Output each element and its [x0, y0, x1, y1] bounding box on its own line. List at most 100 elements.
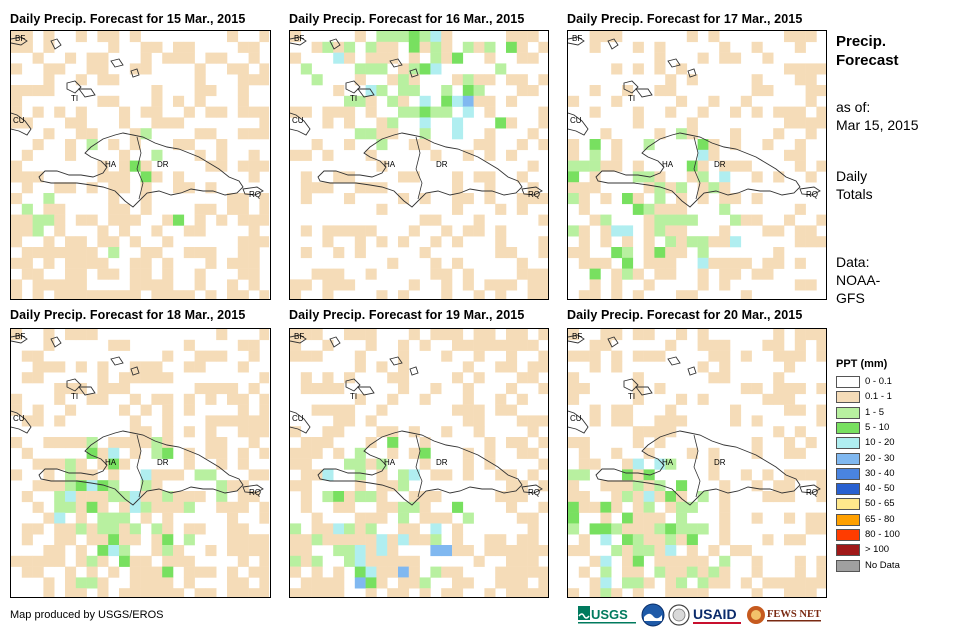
map-label-rq: RQ	[249, 190, 261, 199]
coastline	[317, 430, 523, 506]
precip-map: BF CU HA DR RQ TI	[290, 31, 548, 299]
panel-title-5: Daily Precip. Forecast for 19 Mar., 2015	[289, 308, 525, 322]
precip-map: BF CU HA DR RQ TI	[568, 329, 826, 597]
panel-title-1: Daily Precip. Forecast for 15 Mar., 2015	[10, 12, 246, 26]
coastline	[521, 186, 543, 196]
coastline	[110, 58, 124, 68]
coastline	[389, 356, 403, 366]
national-border	[693, 136, 701, 200]
map-label-dr: DR	[157, 160, 169, 169]
daily-label-1: Daily	[836, 168, 868, 184]
side-title-line2: Forecast	[836, 52, 899, 69]
legend-label: 0 - 0.1	[865, 376, 892, 387]
legend-swatch	[836, 483, 860, 496]
national-border	[415, 136, 423, 200]
asof-block: as of: Mar 15, 2015	[836, 98, 919, 134]
coastline	[242, 484, 264, 494]
map-label-rq: RQ	[528, 190, 540, 199]
map-label-dr: DR	[436, 458, 448, 467]
coastline	[130, 366, 140, 376]
legend-swatch	[836, 559, 860, 572]
coastline	[568, 334, 585, 344]
national-border	[136, 434, 144, 498]
coastline	[607, 336, 619, 348]
precip-map: BF CU HA DR RQ TI	[568, 31, 826, 299]
coastline	[317, 132, 523, 208]
coastline	[38, 430, 244, 506]
map-label-cu: CU	[13, 414, 25, 423]
coastline	[389, 58, 403, 68]
map-label-bf: BF	[294, 34, 304, 43]
legend-swatch	[836, 376, 860, 388]
map-label-rq: RQ	[528, 488, 540, 497]
map-label-cu: CU	[292, 116, 304, 125]
coastline	[357, 386, 375, 396]
coastline	[345, 378, 361, 392]
coastline	[607, 38, 619, 50]
coastline	[110, 356, 124, 366]
map-panel-1: BF CU HA DR RQ TI	[10, 30, 271, 300]
coastline	[799, 186, 821, 196]
coastline	[78, 386, 96, 396]
map-panel-6: BF CU HA DR RQ TI	[567, 328, 827, 598]
map-label-ha: HA	[384, 458, 396, 467]
coastline	[409, 366, 419, 376]
map-label-ha: HA	[105, 160, 117, 169]
map-panel-2: BF CU HA DR RQ TI	[289, 30, 549, 300]
legend-swatch	[836, 406, 860, 419]
legend-swatch	[836, 498, 860, 511]
coastline	[50, 336, 62, 348]
map-label-bf: BF	[294, 332, 304, 341]
daily-label-2: Totals	[836, 186, 873, 202]
usgs-logo: USGS	[578, 602, 638, 628]
national-border	[693, 434, 701, 498]
map-label-rq: RQ	[806, 488, 818, 497]
legend-swatch	[836, 513, 860, 526]
coastline	[635, 88, 653, 98]
legend-swatch	[836, 391, 860, 404]
map-label-dr: DR	[714, 160, 726, 169]
coastline	[78, 88, 96, 98]
legend-swatch	[836, 437, 860, 450]
panel-title-6: Daily Precip. Forecast for 20 Mar., 2015	[567, 308, 803, 322]
coastline	[521, 484, 543, 494]
map-label-rq: RQ	[249, 488, 261, 497]
map-label-ha: HA	[384, 160, 396, 169]
coastline	[409, 68, 419, 78]
data-label-1: Data:	[836, 254, 870, 270]
map-label-cu: CU	[292, 414, 304, 423]
coastline	[595, 430, 801, 506]
coastline	[357, 88, 375, 98]
coastline	[242, 186, 264, 196]
data-label-3: GFS	[836, 290, 865, 306]
coastline	[290, 410, 311, 434]
legend-label: 0.1 - 1	[865, 391, 892, 403]
precip-map: BF CU HA DR RQ TI	[11, 329, 269, 597]
map-label-ha: HA	[105, 458, 117, 467]
legend-label: 1 - 5	[865, 406, 885, 418]
fewsnet-logo-text: FEWS NET	[767, 609, 821, 620]
legend-label: 10 - 20	[865, 437, 895, 449]
usgs-logo-text: USGS	[591, 607, 628, 622]
asof-date: Mar 15, 2015	[836, 117, 919, 133]
coastline	[568, 410, 589, 434]
legend-swatch	[836, 529, 860, 541]
precip-map: BF CU HA DR RQ TI	[290, 329, 548, 597]
legend-label: 5 - 10	[865, 421, 890, 433]
legend-label: 40 - 50	[865, 483, 895, 495]
coastline	[635, 386, 653, 396]
map-label-cu: CU	[570, 116, 582, 125]
asof-label: as of:	[836, 99, 871, 115]
map-label-ha: HA	[662, 160, 674, 169]
coastline	[66, 80, 82, 94]
side-title-line1: Precip.	[836, 33, 887, 50]
map-label-bf: BF	[572, 332, 582, 341]
fewsnet-logo: FEWS NET	[746, 602, 824, 628]
daily-block: Daily Totals	[836, 167, 873, 203]
coastline	[687, 366, 697, 376]
legend-label: 65 - 80	[865, 513, 895, 525]
legend-label: 30 - 40	[865, 467, 895, 479]
coastline	[11, 36, 28, 46]
national-border	[136, 136, 144, 200]
legend-title: PPT (mm)	[836, 358, 888, 370]
